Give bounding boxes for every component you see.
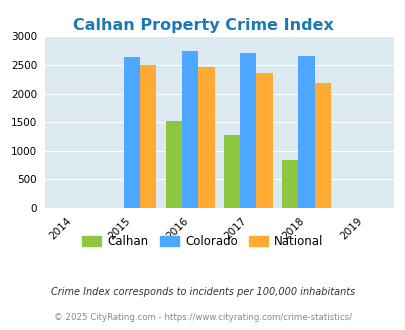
Text: © 2025 CityRating.com - https://www.cityrating.com/crime-statistics/: © 2025 CityRating.com - https://www.city… <box>54 313 351 322</box>
Text: Calhan Property Crime Index: Calhan Property Crime Index <box>72 18 333 33</box>
Legend: Calhan, Colorado, National: Calhan, Colorado, National <box>77 231 328 253</box>
Bar <box>181 51 198 208</box>
Bar <box>314 82 330 208</box>
Bar <box>281 160 298 208</box>
Bar <box>256 73 272 208</box>
Bar <box>140 65 156 208</box>
Bar <box>124 57 140 208</box>
Bar <box>223 135 240 208</box>
Text: Crime Index corresponds to incidents per 100,000 inhabitants: Crime Index corresponds to incidents per… <box>51 287 354 297</box>
Bar <box>298 56 314 208</box>
Bar <box>165 121 181 208</box>
Bar <box>198 67 214 208</box>
Bar <box>240 53 256 208</box>
